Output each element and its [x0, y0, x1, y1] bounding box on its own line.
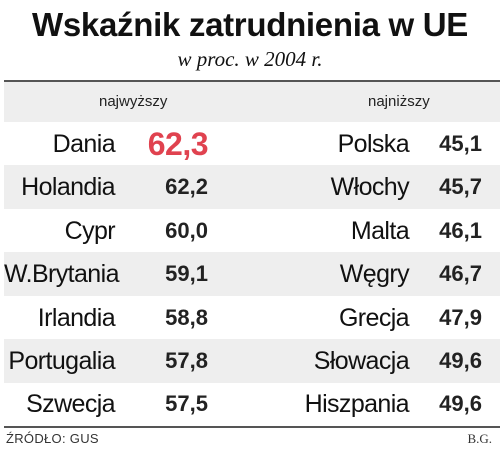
- country-name-lowest: Malta: [350, 216, 410, 245]
- country-name-lowest: Włochy: [330, 173, 410, 202]
- rate-value-highest: 62,3: [147, 126, 209, 162]
- rate-value-lowest: 46,1: [439, 217, 482, 243]
- rate-value-lowest: 47,9: [439, 304, 482, 330]
- table-row: W.Brytania 59,1 Węgry 46,7: [4, 252, 500, 297]
- country-name-highest: Dania: [52, 130, 116, 158]
- country-name-lowest: Grecja: [338, 303, 410, 332]
- rate-value-lowest: 45,7: [439, 174, 482, 200]
- bottom-rule: [4, 426, 500, 428]
- chart-subtitle: w proc. w 2004 r.: [177, 47, 323, 71]
- table-row: Szwecja 57,5 Hiszpania 49,6: [4, 382, 500, 426]
- rate-value-highest: 60,0: [165, 217, 208, 243]
- column-header-highest: najwyższy: [99, 93, 168, 110]
- rate-value-highest: 62,2: [165, 174, 208, 200]
- table-row: Dania 62,3 Polska 45,1: [4, 122, 500, 166]
- rate-value-lowest: 49,6: [439, 391, 482, 417]
- rate-value-lowest: 45,1: [439, 131, 482, 156]
- country-name-highest: Szwecja: [26, 390, 116, 419]
- source-note: ŹRÓDŁO: GUS: [6, 431, 99, 446]
- table-row: Holandia 62,2 Włochy 45,7: [4, 165, 500, 210]
- rate-value-highest: 58,8: [165, 304, 208, 330]
- chart-title: Wskaźnik zatrudnienia w UE: [32, 6, 468, 43]
- column-header-lowest: najniższy: [368, 93, 430, 110]
- country-name-lowest: Polska: [337, 130, 410, 158]
- rate-value-lowest: 49,6: [439, 348, 482, 373]
- table-row: Cypr 60,0 Malta 46,1: [4, 209, 500, 253]
- country-name-lowest: Węgry: [339, 260, 410, 289]
- table-row: Portugalia 57,8 Słowacja 49,6: [4, 339, 500, 383]
- country-name-lowest: Hiszpania: [304, 390, 410, 419]
- data-table: najwyższy najniższy Dania 62,3 Polska 45,1 H…: [4, 82, 500, 426]
- country-name-highest: Cypr: [64, 216, 116, 245]
- top-rule: [4, 80, 500, 82]
- author-credit: B.G.: [467, 431, 492, 446]
- country-name-highest: W.Brytania: [4, 260, 119, 289]
- rate-value-lowest: 46,7: [439, 261, 482, 287]
- table-row: Irlandia 58,8 Grecja 47,9: [4, 296, 500, 340]
- rate-value-highest: 57,8: [165, 348, 208, 373]
- rate-value-highest: 57,5: [165, 391, 208, 417]
- country-name-highest: Irlandia: [37, 303, 116, 332]
- country-name-highest: Holandia: [21, 173, 115, 202]
- rate-value-highest: 59,1: [165, 261, 208, 287]
- country-name-highest: Portugalia: [8, 347, 115, 375]
- country-name-lowest: Słowacja: [313, 347, 410, 375]
- table-header-row: najwyższy najniższy: [4, 82, 500, 122]
